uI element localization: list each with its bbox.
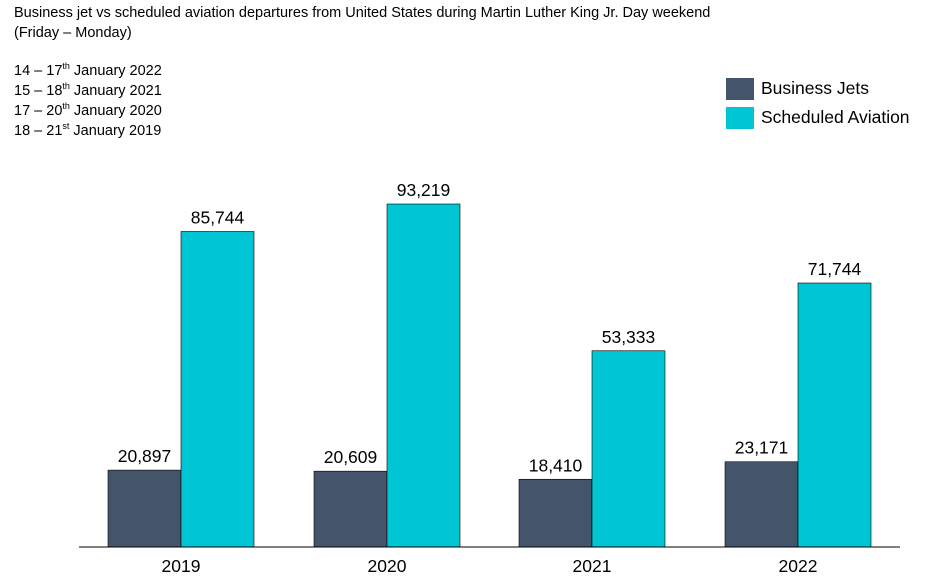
legend-swatch-business-jets [726, 77, 754, 100]
data-label-scheduled-aviation-2019: 85,744 [191, 208, 245, 228]
legend-item-business-jets: Business Jets [726, 74, 910, 103]
bar-business-jets-2021 [518, 478, 593, 548]
bar-scheduled-aviation-2020 [386, 203, 461, 548]
date-notes: 14 – 17th January 2022 15 – 18th January… [14, 61, 162, 141]
date-note-range: 17 – 20 [14, 103, 63, 119]
legend-item-scheduled-aviation: Scheduled Aviation [726, 103, 910, 132]
title-line-1: Business jet vs scheduled aviation depar… [14, 5, 711, 21]
data-label-business-jets-2020: 20,609 [324, 447, 378, 467]
bar-business-jets-2022 [724, 461, 799, 548]
bar-scheduled-aviation-2022 [797, 282, 872, 548]
bar-business-jets-2019 [107, 469, 182, 548]
legend-swatch-scheduled-aviation [726, 106, 754, 129]
legend-label-scheduled-aviation: Scheduled Aviation [761, 107, 910, 127]
date-note-range: 14 – 17 [14, 63, 63, 79]
legend-label-business-jets: Business Jets [761, 78, 869, 98]
date-note-month: January 2022 [69, 63, 162, 79]
date-note-suffix: th [62, 101, 70, 112]
x-tick-label-2022: 2022 [779, 556, 818, 576]
date-note-suffix: st [62, 121, 70, 132]
x-tick-label-2019: 2019 [162, 556, 201, 576]
data-label-scheduled-aviation-2020: 93,219 [397, 180, 451, 200]
x-tick-label-2021: 2021 [573, 556, 612, 576]
date-note: 15 – 18th January 2021 [14, 81, 162, 101]
data-label-business-jets-2019: 20,897 [118, 446, 172, 466]
date-note: 14 – 17th January 2022 [14, 61, 162, 81]
date-note-month: January 2019 [69, 123, 162, 139]
date-note-range: 15 – 18 [14, 83, 63, 99]
date-note-month: January 2020 [69, 103, 162, 119]
date-note-suffix: th [62, 61, 70, 72]
date-note: 17 – 20th January 2020 [14, 101, 162, 121]
bar-scheduled-aviation-2019 [180, 231, 255, 548]
date-note: 18 – 21st January 2019 [14, 121, 162, 141]
data-label-business-jets-2022: 23,171 [735, 438, 789, 458]
date-note-month: January 2021 [69, 83, 162, 99]
chart-legend: Business Jets Scheduled Aviation [726, 74, 910, 132]
data-label-business-jets-2021: 18,410 [529, 455, 583, 475]
data-label-scheduled-aviation-2022: 71,744 [808, 259, 862, 279]
date-note-range: 18 – 21 [14, 123, 63, 139]
chart-title: Business jet vs scheduled aviation depar… [14, 3, 710, 43]
title-line-2: (Friday – Monday) [14, 25, 132, 41]
bar-business-jets-2020 [313, 470, 388, 548]
x-tick-label-2020: 2020 [368, 556, 407, 576]
data-label-scheduled-aviation-2021: 53,333 [602, 327, 656, 347]
date-note-suffix: th [62, 81, 70, 92]
bar-scheduled-aviation-2021 [591, 350, 666, 548]
